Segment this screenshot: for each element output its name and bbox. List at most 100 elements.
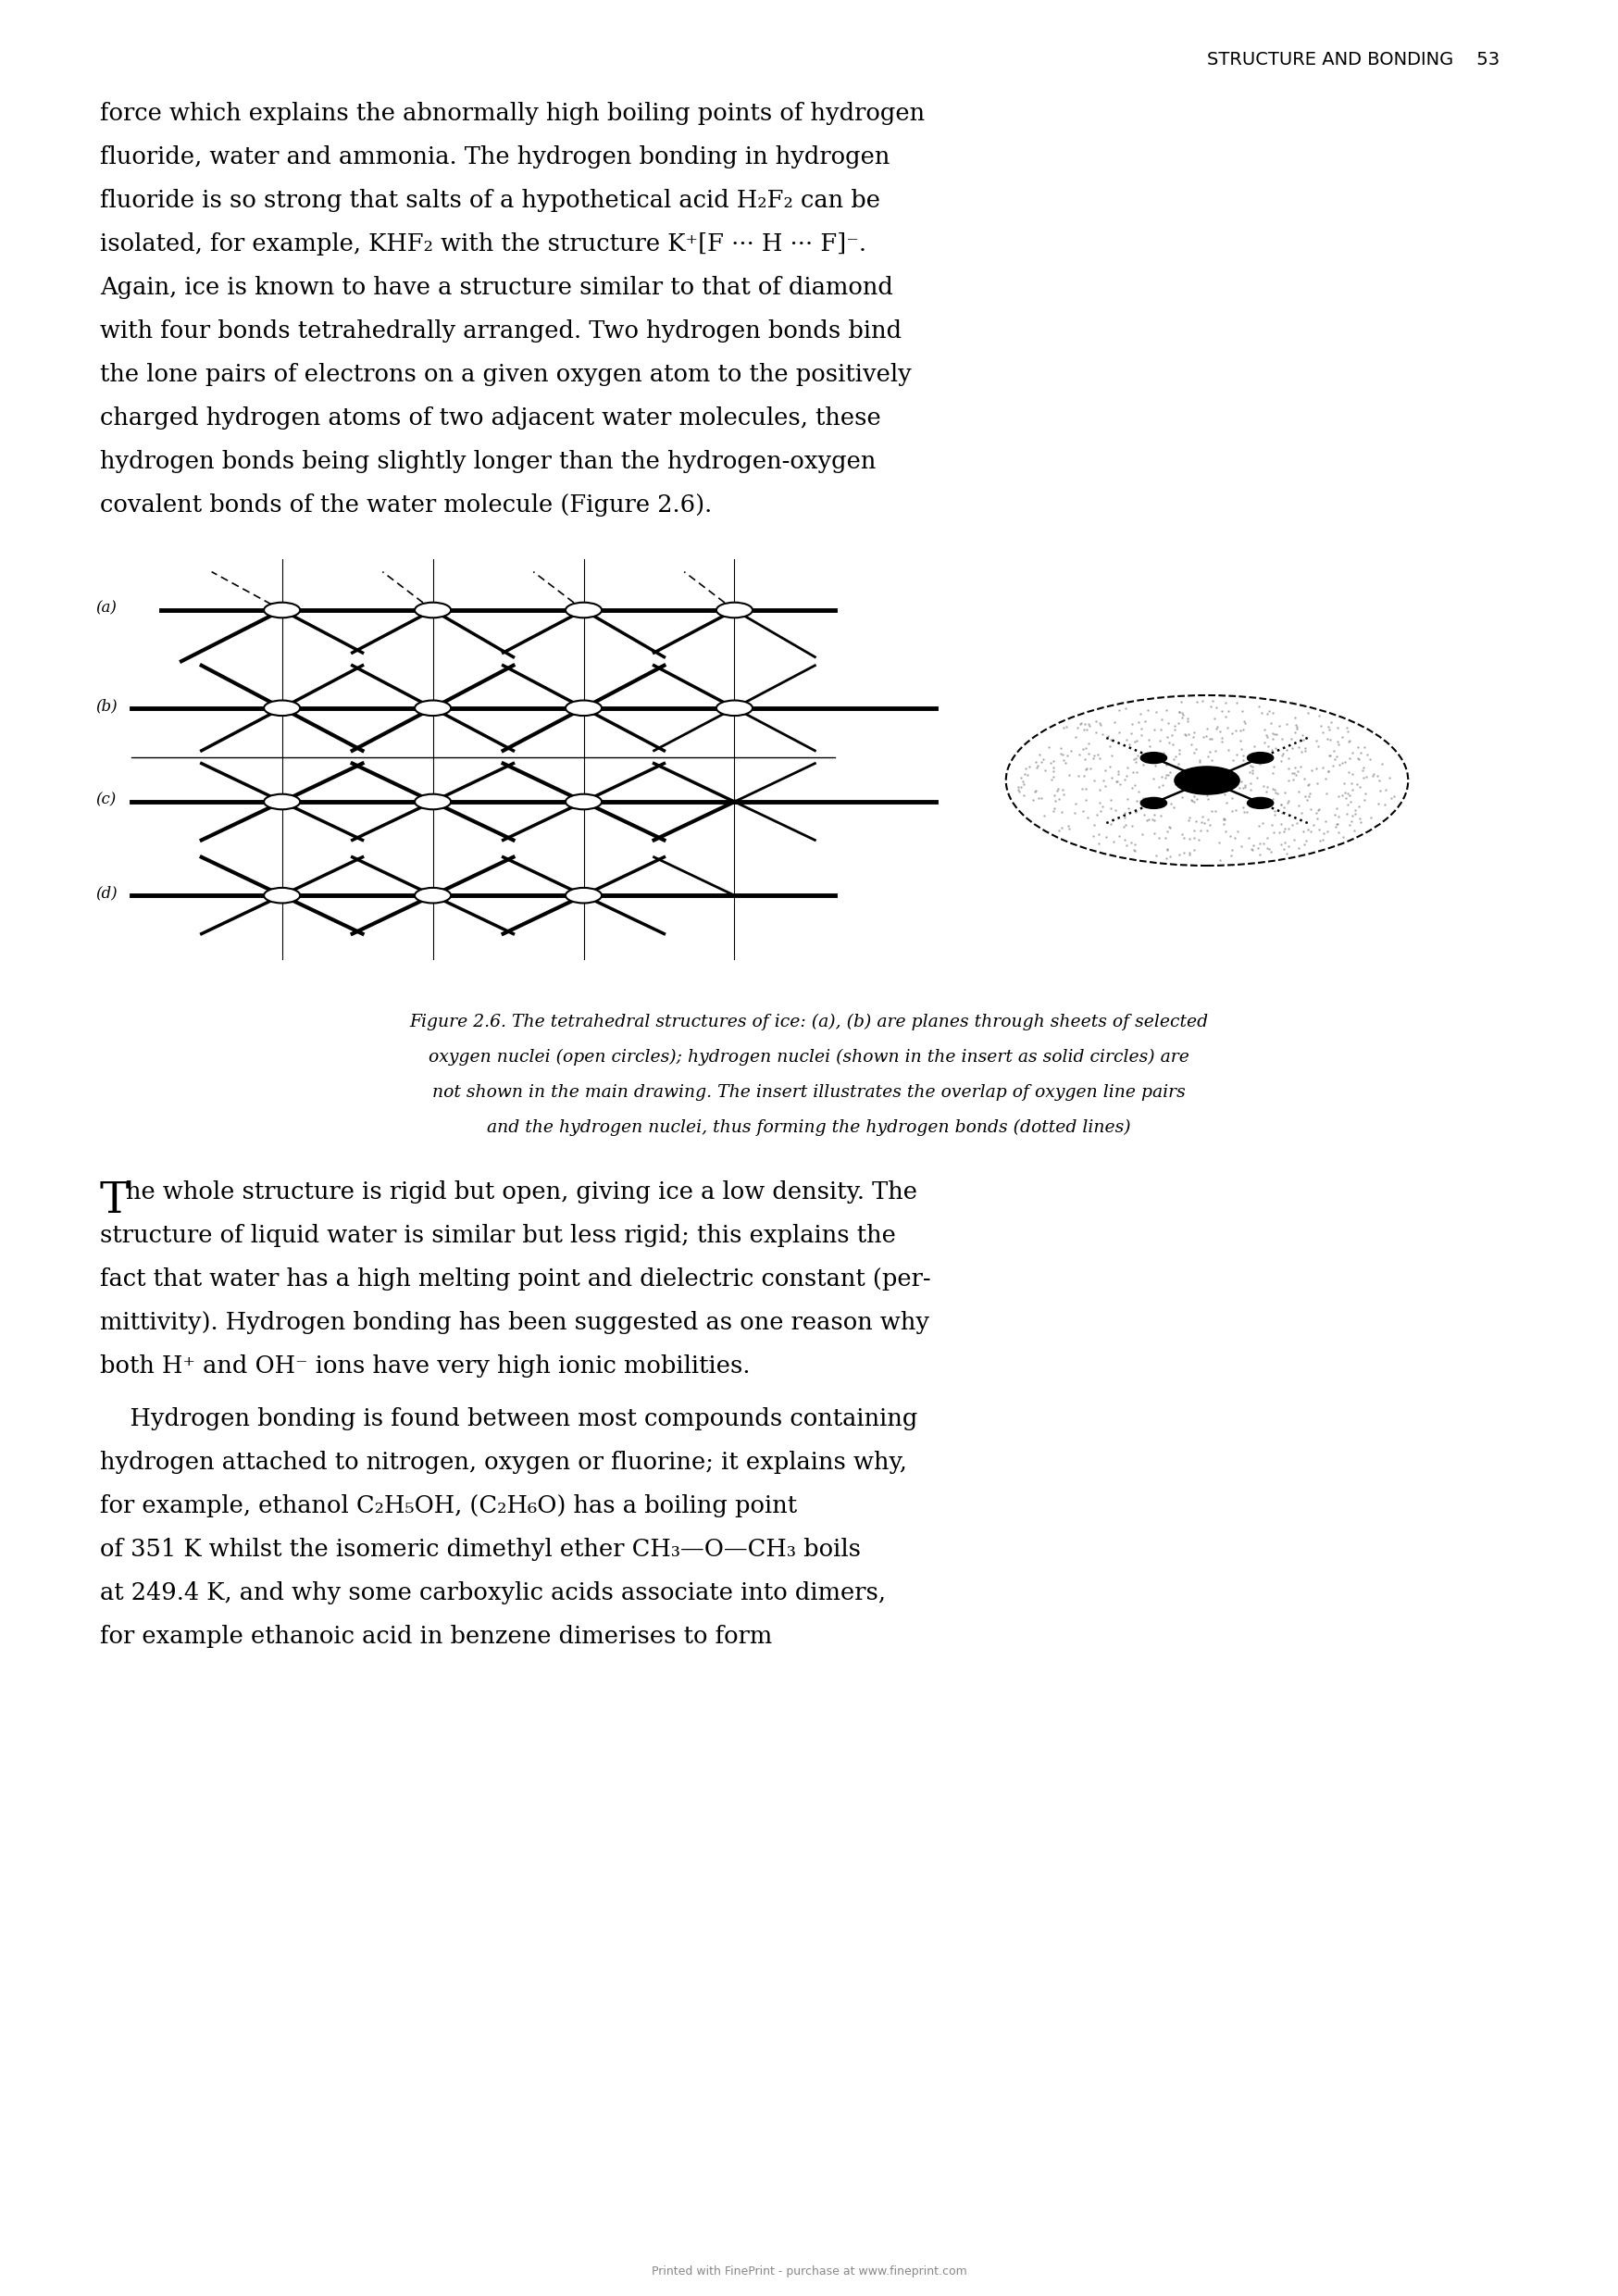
Point	[1269, 742, 1294, 778]
Point	[1336, 723, 1362, 760]
Point	[1131, 703, 1157, 739]
Point	[1209, 719, 1235, 755]
Text: for example, ethanol C₂H₅OH, (C₂H₆O) has a boiling point: for example, ethanol C₂H₅OH, (C₂H₆O) has…	[100, 1495, 798, 1518]
Point	[1238, 771, 1264, 808]
Point	[1259, 732, 1285, 769]
Point	[1129, 716, 1155, 753]
Point	[1158, 716, 1184, 753]
Point	[1089, 788, 1115, 824]
Point	[1115, 781, 1141, 817]
Point	[1141, 760, 1167, 797]
Point	[1082, 714, 1108, 751]
Point	[1196, 806, 1222, 843]
Point	[1141, 712, 1167, 748]
Text: and the hydrogen nuclei, thus forming the hydrogen bonds (dotted lines): and the hydrogen nuclei, thus forming th…	[487, 1120, 1131, 1137]
Point	[1294, 810, 1320, 847]
Text: force which explains the abnormally high boiling points of hydrogen: force which explains the abnormally high…	[100, 101, 925, 124]
Point	[1154, 719, 1180, 755]
Point	[1238, 742, 1264, 778]
Point	[1338, 804, 1364, 840]
Point	[1192, 719, 1218, 755]
Point	[1209, 693, 1235, 730]
Point	[1094, 817, 1120, 854]
Point	[1298, 774, 1324, 810]
Point	[1086, 705, 1112, 742]
Point	[1382, 778, 1408, 815]
Point	[1364, 758, 1390, 794]
Point	[1335, 714, 1361, 751]
Point	[1222, 820, 1247, 856]
Point	[1251, 824, 1277, 861]
Circle shape	[264, 889, 299, 902]
Point	[1306, 792, 1332, 829]
Point	[1112, 822, 1137, 859]
Point	[1273, 730, 1299, 767]
Point	[1055, 808, 1081, 845]
Point	[1026, 737, 1052, 774]
Circle shape	[1247, 753, 1273, 762]
Point	[1204, 689, 1230, 726]
Point	[1247, 746, 1273, 783]
Point	[1264, 776, 1290, 813]
Text: covalent bonds of the water molecule (Figure 2.6).: covalent bonds of the water molecule (Fi…	[100, 494, 712, 517]
Point	[1254, 774, 1280, 810]
Point	[1257, 705, 1283, 742]
Point	[1045, 771, 1071, 808]
Point	[1032, 753, 1058, 790]
Point	[1239, 831, 1265, 868]
Point	[1123, 744, 1149, 781]
Point	[1142, 746, 1168, 783]
Point	[1107, 714, 1133, 751]
Point	[1178, 783, 1204, 820]
Point	[1246, 836, 1272, 872]
Point	[1230, 746, 1256, 783]
Point	[1356, 742, 1382, 778]
Point	[1218, 714, 1244, 751]
Point	[1335, 776, 1361, 813]
Point	[1097, 748, 1123, 785]
Point	[1269, 794, 1294, 831]
Point	[1168, 778, 1194, 815]
Point	[1262, 771, 1288, 808]
Circle shape	[717, 700, 752, 716]
Point	[1317, 737, 1343, 774]
Circle shape	[566, 889, 602, 902]
Point	[1176, 801, 1202, 838]
Point	[1281, 748, 1307, 785]
Point	[1230, 788, 1256, 824]
Point	[1312, 804, 1338, 840]
Point	[1230, 712, 1256, 748]
Point	[1194, 760, 1220, 797]
Point	[1087, 785, 1113, 822]
Point	[1068, 705, 1094, 742]
Point	[1302, 794, 1328, 831]
Point	[1154, 691, 1180, 728]
Point	[1218, 792, 1244, 829]
Point	[1081, 762, 1107, 799]
Point	[1348, 804, 1374, 840]
Point	[1066, 735, 1092, 771]
Point	[1199, 742, 1225, 778]
Text: fluoride is so strong that salts of a hypothetical acid H₂F₂ can be: fluoride is so strong that salts of a hy…	[100, 188, 880, 211]
Point	[1359, 758, 1385, 794]
Point	[1181, 735, 1207, 771]
Text: Printed with FinePrint - purchase at www.fineprint.com: Printed with FinePrint - purchase at www…	[652, 2266, 966, 2278]
Point	[1167, 693, 1192, 730]
Point	[1214, 783, 1239, 820]
Point	[1074, 705, 1100, 742]
Point	[1016, 748, 1042, 785]
Point	[1181, 783, 1207, 820]
Point	[1023, 771, 1048, 808]
Point	[1036, 728, 1061, 765]
Point	[1197, 689, 1223, 726]
Point	[1181, 831, 1207, 868]
Point	[1050, 771, 1076, 808]
Point	[1210, 806, 1236, 843]
Point	[1116, 726, 1142, 762]
Point	[1259, 806, 1285, 843]
Point	[1170, 696, 1196, 732]
Point	[1361, 755, 1387, 792]
Point	[1167, 732, 1192, 769]
Point	[1244, 760, 1270, 797]
Point	[1269, 785, 1294, 822]
